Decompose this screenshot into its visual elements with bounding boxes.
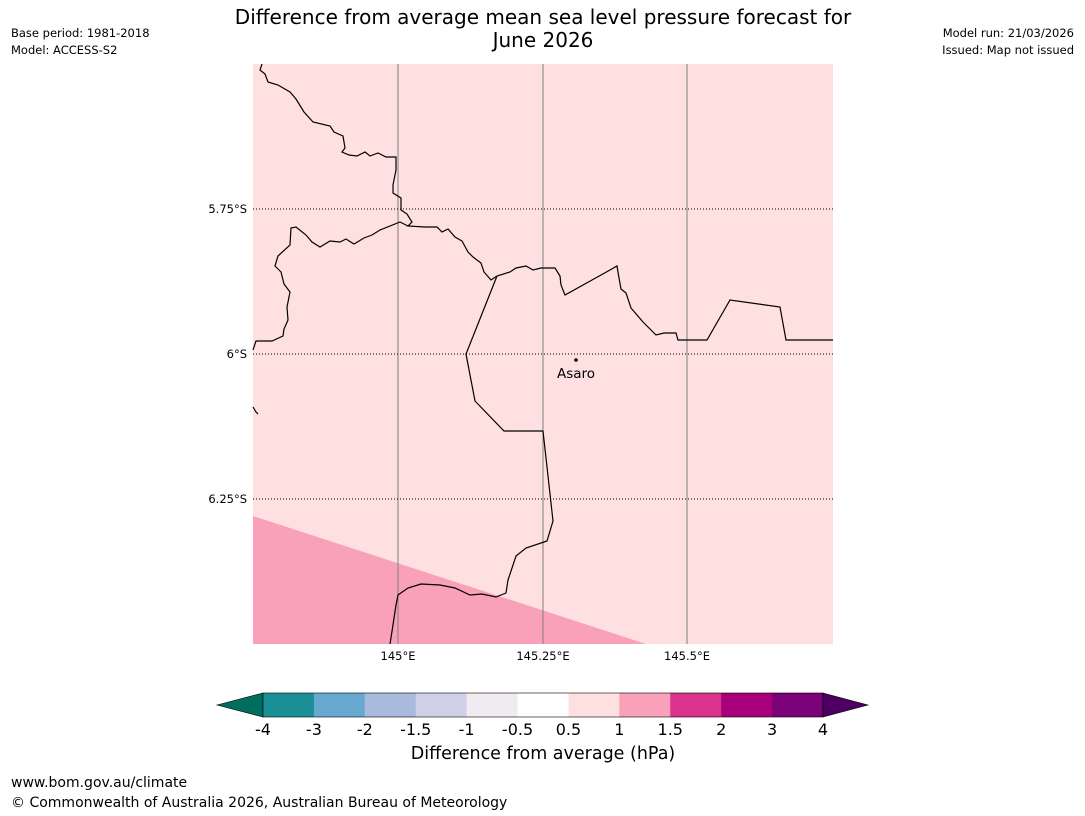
map-field-southwest <box>253 516 646 644</box>
lon-label-145-25: 145.25°E <box>516 649 570 663</box>
colorbar-tick-label: 4 <box>817 720 829 739</box>
colorbar-segment <box>721 693 773 717</box>
boundary-north <box>259 63 833 341</box>
colorbar-tick-label: -2 <box>356 720 373 739</box>
province-boundaries <box>252 63 833 645</box>
colorbar-tick-label: 2 <box>716 720 727 739</box>
colorbar-segment <box>313 693 366 717</box>
colorbar-segment <box>619 693 671 717</box>
colorbar-segment <box>670 693 722 717</box>
colorbar <box>215 692 870 718</box>
colorbar-extend-max <box>822 692 870 718</box>
colorbar-segment <box>568 693 620 717</box>
colorbar-segment <box>415 693 468 717</box>
colorbar-tick-label: 1.5 <box>657 720 683 739</box>
colorbar-tick-label: -1 <box>458 720 475 739</box>
title-line-1: Difference from average mean sea level p… <box>234 5 852 29</box>
colorbar-segment <box>263 693 315 717</box>
colorbar-tick-label: -4 <box>255 720 271 739</box>
lon-label-145: 145°E <box>380 649 416 663</box>
lat-label-6-25: 6.25°S <box>208 492 247 506</box>
colorbar-tick-label: -0.5 <box>501 720 534 739</box>
model-run: Model run: 21/03/2026 <box>942 26 1074 40</box>
lon-label-145-5: 145.5°E <box>664 649 710 663</box>
colorbar-tick-label: 0.5 <box>555 720 582 739</box>
footer-url[interactable]: www.bom.gov.au/climate <box>11 775 188 791</box>
lat-label-6: 6°S <box>226 347 247 361</box>
colorbar-segment <box>772 693 824 717</box>
title-line-2: June 2026 <box>492 28 594 52</box>
colorbar-frame <box>262 692 824 718</box>
town-marker-asaro <box>574 358 578 362</box>
colorbar-tick-label: 1 <box>614 720 625 739</box>
colorbar-tick-label: 3 <box>766 720 778 739</box>
colorbar-segments <box>263 693 824 717</box>
boundary-west <box>252 221 409 351</box>
colorbar-segment <box>364 693 417 717</box>
meta-right: Model run: 21/03/2026 Issued: Map not is… <box>942 25 1074 59</box>
boundary-central <box>389 275 554 645</box>
base-period: Base period: 1981-2018 <box>11 26 150 40</box>
town-label-asaro: Asaro <box>557 366 595 382</box>
issued-status: Issued: Map not issued <box>942 43 1074 57</box>
colorbar-extend-min <box>215 692 264 718</box>
lat-label-5-75: 5.75°S <box>208 202 247 216</box>
colorbar-tick-label: -1.5 <box>400 720 432 739</box>
meta-left: Base period: 1981-2018 Model: ACCESS-S2 <box>11 25 150 59</box>
colorbar-title: Difference from average (hPa) <box>410 744 676 764</box>
model-name: Model: ACCESS-S2 <box>11 43 118 57</box>
map-title: Difference from average mean sea level p… <box>200 6 886 52</box>
colorbar-segment <box>466 693 519 717</box>
boundary-edge-fragment <box>252 406 259 415</box>
footer-copyright: © Commonwealth of Australia 2026, Austra… <box>11 795 508 811</box>
colorbar-segment <box>517 693 569 717</box>
colorbar-tick-label: -3 <box>305 720 322 739</box>
